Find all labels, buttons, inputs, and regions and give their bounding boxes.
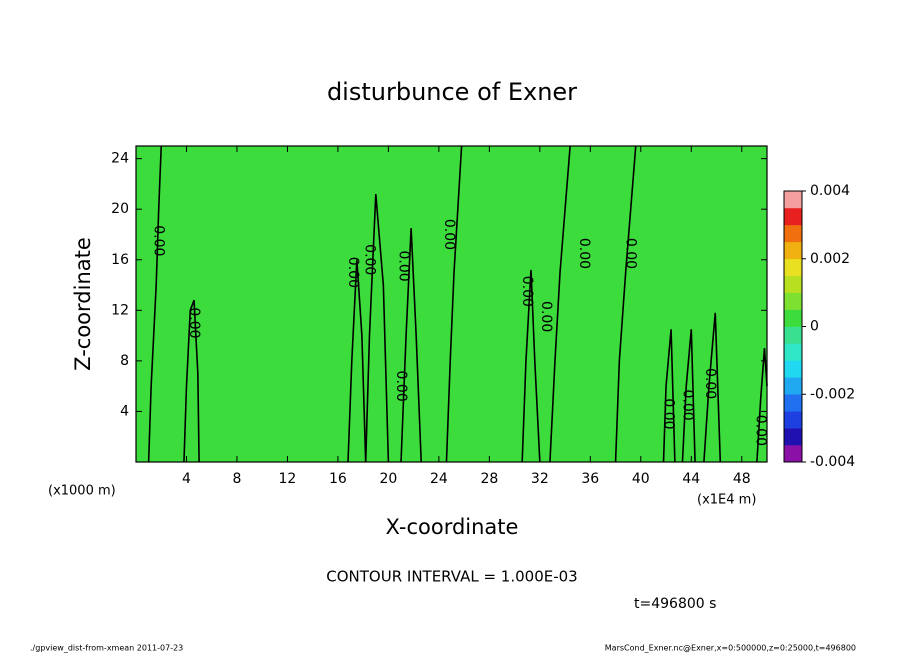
x-tick-label: 12: [279, 471, 297, 487]
contour-line: [147, 145, 163, 463]
contour-label: 0.00: [361, 244, 377, 275]
contour-label: 0.00: [661, 398, 677, 429]
colorbar-tick-label: 0.002: [810, 251, 850, 267]
y-tick-label: 20: [111, 201, 129, 217]
y-tick-label: 4: [120, 403, 129, 419]
x-tick-label: 24: [430, 471, 448, 487]
x-tick-label: 40: [632, 471, 650, 487]
colorbar-tick-label: -0.004: [810, 454, 855, 470]
colorbar-segment: [784, 445, 802, 463]
x-axis-label: X-coordinate: [386, 515, 519, 539]
colorbar-segment: [784, 207, 802, 226]
field: [136, 146, 767, 462]
time-label: t=496800 s: [634, 596, 716, 612]
plot-frame: [135, 145, 768, 463]
contour-line: [681, 329, 696, 463]
contour-label: 0.00: [623, 238, 639, 269]
colorbar-segment: [784, 258, 802, 276]
contour-label: 0.00: [519, 276, 535, 307]
x-tick-label: 16: [329, 471, 347, 487]
colorbar-segment: [784, 241, 802, 260]
contour-label: 0.00: [538, 301, 554, 332]
colorbar-tick-label: -0.002: [810, 386, 855, 402]
colorbar-segment: [784, 377, 802, 395]
chart-title: disturbunce of Exner: [327, 78, 577, 106]
contour-line: [614, 145, 637, 463]
colorbar-segment: [784, 428, 802, 446]
contour-label: 0.00: [396, 250, 412, 281]
footer-left: ./gpview_dist-from-xmean 2011-07-23: [30, 644, 183, 653]
contour-label: 0.00: [441, 219, 457, 250]
footer-right: MarsCond_Exner.nc@Exner,x=0:500000,z=0:2…: [605, 644, 856, 653]
contour-label: 0.00: [186, 307, 202, 338]
x-tick-label: 48: [733, 471, 751, 487]
colorbar-tick-label: 0.004: [810, 183, 850, 199]
colorbar-segment: [784, 394, 802, 412]
contour-label: 0.00: [345, 257, 361, 288]
contour-line: [364, 193, 390, 463]
x-tick-label: 8: [232, 471, 241, 487]
x-tick-label: 32: [531, 471, 549, 487]
contour-line: [445, 145, 463, 463]
y-tick-label: 24: [111, 151, 129, 167]
contour-label: 0.00: [393, 371, 409, 402]
colorbar-segment: [784, 411, 802, 429]
x-units-right: (x1E4 m): [697, 493, 756, 508]
contour-line: [703, 312, 722, 463]
y-tick-label: 12: [111, 302, 129, 318]
colorbar-segment: [784, 191, 802, 209]
contour-line: [662, 329, 676, 463]
contour-line: [521, 269, 541, 463]
contour-interval: CONTOUR INTERVAL = 1.000E-03: [326, 568, 577, 586]
contour-label: 0.00: [753, 415, 769, 446]
colorbar-segment: [784, 292, 802, 310]
colorbar-segment: [784, 343, 802, 361]
colorbar-segment: [784, 326, 802, 344]
contour-line: [347, 259, 367, 463]
colorbar-tick-label: 0: [810, 319, 819, 335]
contour-label: 0.00: [679, 390, 695, 421]
colorbar-segment: [784, 275, 802, 293]
x-tick-label: 44: [682, 471, 700, 487]
contour-label: 0.00: [576, 238, 592, 269]
colorbar-segment: [784, 224, 802, 243]
contour-line: [756, 348, 768, 463]
colorbar-segment: [784, 360, 802, 378]
x-tick-label: 4: [182, 471, 191, 487]
y-tick-label: 8: [120, 353, 129, 369]
x-tick-label: 28: [480, 471, 498, 487]
x-units-left: (x1000 m): [48, 484, 116, 499]
contour-line: [549, 145, 571, 463]
colorbar-segment: [784, 309, 802, 327]
contour-label: 0.00: [151, 225, 167, 256]
contour-line: [400, 228, 423, 463]
y-tick-label: 16: [111, 252, 129, 268]
contour-label: 0.00: [702, 368, 718, 399]
y-axis-label: Z-coordinate: [71, 237, 95, 371]
x-tick-label: 36: [581, 471, 599, 487]
x-tick-label: 20: [379, 471, 397, 487]
contour-line: [183, 299, 200, 463]
